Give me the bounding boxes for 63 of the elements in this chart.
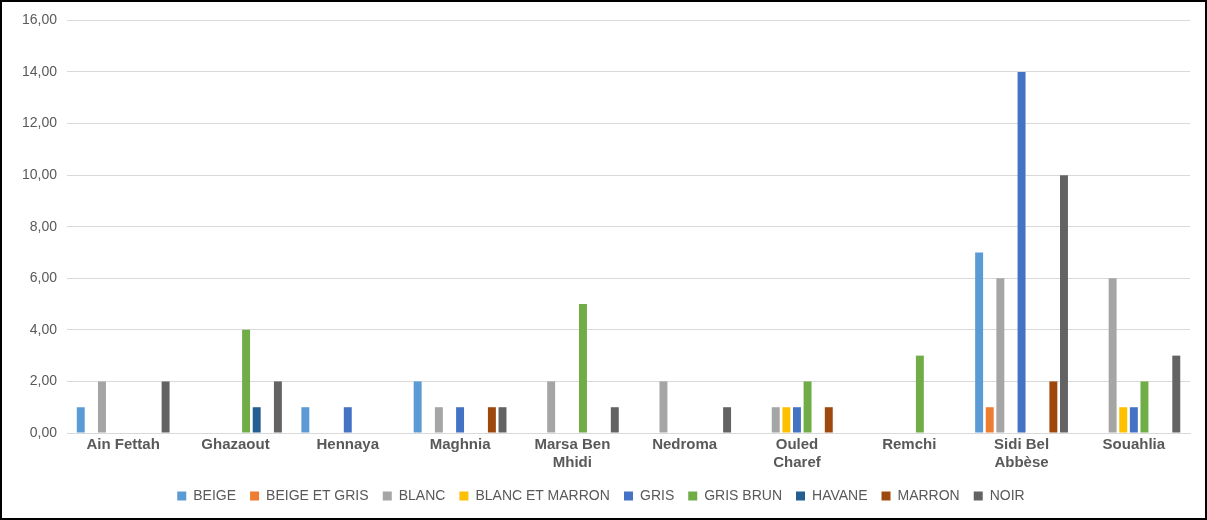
bar — [273, 381, 282, 433]
bar — [252, 407, 261, 433]
x-tick-label: Remchi — [882, 435, 937, 453]
legend-label: BLANC — [398, 486, 446, 503]
bar — [771, 407, 780, 433]
bar — [915, 355, 924, 433]
legend-label: NOIR — [989, 486, 1025, 503]
bar — [996, 278, 1005, 433]
bar — [343, 407, 352, 433]
bar — [723, 407, 732, 433]
x-tick-label: Maghnia — [429, 435, 492, 453]
bar — [76, 407, 85, 433]
legend-label: HAVANE — [812, 486, 868, 503]
x-tick-label: Sidi Bel Abbèse — [994, 435, 1050, 471]
bar — [1119, 407, 1128, 433]
bar — [824, 407, 833, 433]
y-tick-label: 4,00 — [29, 320, 58, 337]
y-tick-label: 2,00 — [29, 372, 58, 389]
bar — [803, 381, 812, 433]
bar — [242, 329, 251, 433]
bar — [456, 407, 465, 433]
bar — [1108, 278, 1117, 433]
legend-label: GRIS — [640, 486, 675, 503]
legend-label: BEIGE — [193, 486, 237, 503]
bar — [975, 252, 984, 433]
bar — [1172, 355, 1181, 433]
legend-label: BLANC ET MARRON — [475, 486, 610, 503]
x-tick-label: Souahlia — [1102, 435, 1166, 453]
bar — [792, 407, 801, 433]
bar — [1017, 71, 1026, 433]
bar — [579, 304, 587, 433]
bar — [498, 407, 507, 433]
bar — [413, 381, 422, 433]
y-tick-label: 8,00 — [29, 217, 58, 234]
bar — [1060, 175, 1068, 433]
y-tick-label: 6,00 — [29, 269, 58, 286]
x-tick-label: Marsa Ben Mhidi — [534, 435, 611, 471]
bar — [161, 381, 170, 433]
bar — [434, 407, 443, 433]
bar — [1129, 407, 1138, 433]
bar — [1140, 381, 1149, 433]
y-tick-label: 14,00 — [21, 62, 58, 79]
x-tick-label: Ouled Charef — [773, 435, 822, 471]
x-tick-label: Ain Fettah — [86, 435, 160, 453]
bar — [610, 407, 619, 433]
legend-label: BEIGE ET GRIS — [266, 486, 369, 503]
y-tick-label: 10,00 — [21, 165, 58, 182]
legend-label: GRIS BRUN — [704, 486, 783, 503]
bar — [1049, 381, 1058, 433]
legend-label: MARRON — [897, 486, 960, 503]
bar — [547, 381, 556, 433]
y-tick-label: 0,00 — [29, 423, 58, 440]
y-tick-label: 12,00 — [21, 114, 58, 131]
bar — [985, 407, 994, 433]
x-tick-label: Ghazaout — [201, 435, 270, 453]
bar — [782, 407, 791, 433]
bar — [659, 381, 668, 433]
x-tick-label: Hennaya — [316, 435, 380, 453]
y-tick-label: 16,00 — [21, 11, 58, 28]
x-tick-label: Nedroma — [652, 435, 718, 453]
bar — [301, 407, 310, 433]
bar — [97, 381, 106, 433]
bar — [487, 407, 496, 433]
